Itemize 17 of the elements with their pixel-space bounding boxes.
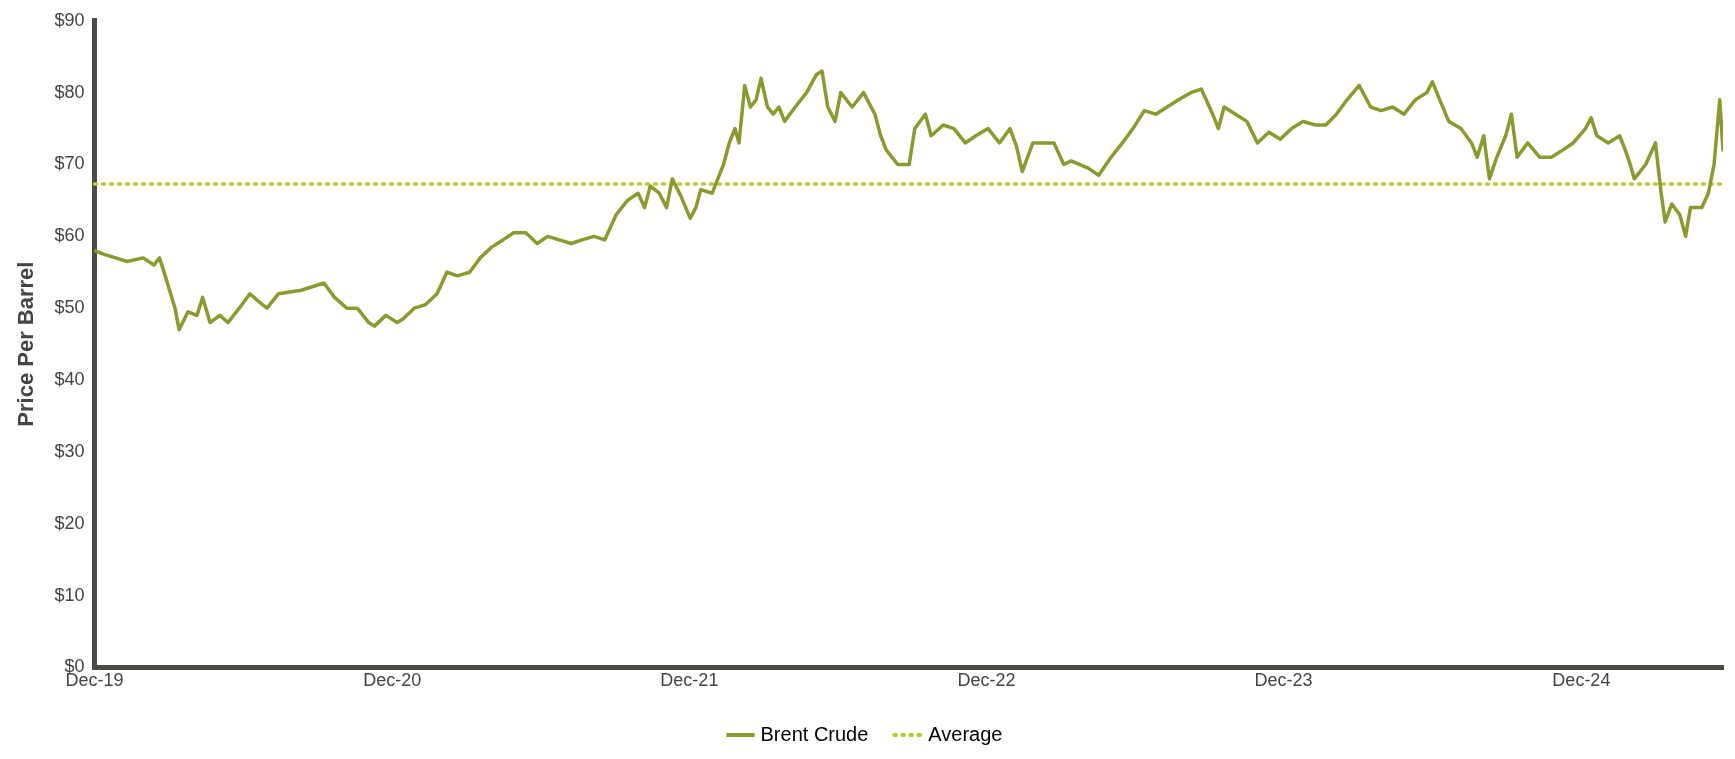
y-tick-label: $20 bbox=[54, 512, 85, 533]
x-tick-label: Dec-22 bbox=[957, 670, 1016, 691]
legend-label: Average bbox=[928, 722, 1003, 745]
y-axis-title: Price Per Barrel bbox=[13, 261, 39, 427]
y-tick-label: $40 bbox=[54, 368, 85, 389]
y-tick-label: $70 bbox=[54, 153, 85, 174]
y-tick-label: $30 bbox=[54, 440, 85, 461]
y-tick-label: $10 bbox=[54, 584, 85, 605]
y-tick-label: $90 bbox=[54, 9, 85, 30]
legend-label: Brent Crude bbox=[760, 722, 869, 745]
x-tick-label: Dec-21 bbox=[660, 670, 719, 691]
y-tick-label: $50 bbox=[54, 297, 85, 318]
x-tick-label: Dec-23 bbox=[1254, 670, 1313, 691]
x-tick-label: Dec-24 bbox=[1552, 670, 1611, 691]
y-tick-label: $60 bbox=[54, 225, 85, 246]
y-tick-label: $80 bbox=[54, 81, 85, 102]
x-tick-label: Dec-20 bbox=[363, 670, 422, 691]
